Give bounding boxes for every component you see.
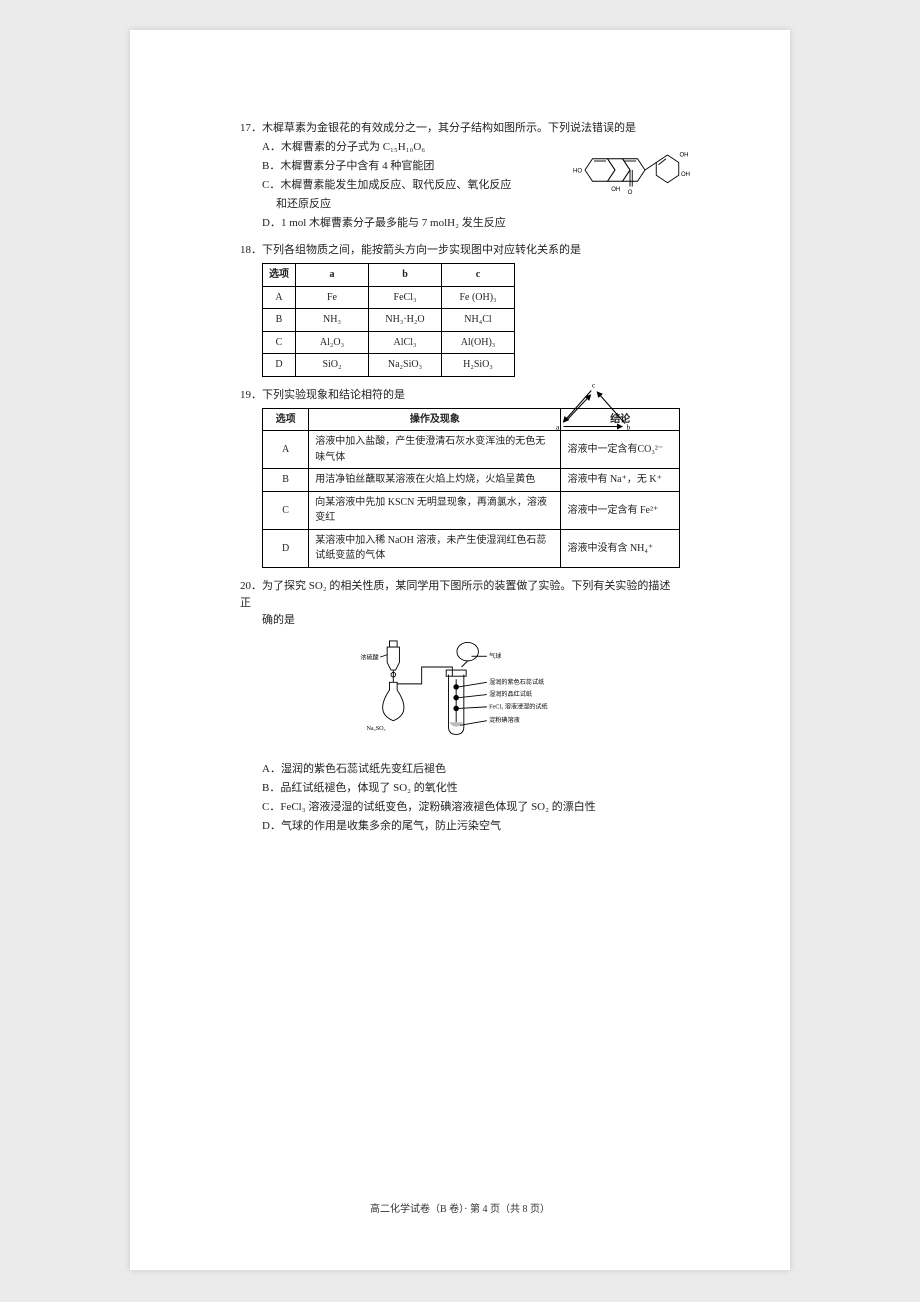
q20-opt-d: D．气球的作用是收集多余的尾气，防止污染空气 — [262, 818, 680, 835]
q17-opt-d: D．1 mol 木樨曹素分子最多能与 7 molH₂ 发生反应 — [262, 215, 680, 232]
q20-opt-c: C．FeCl₃ 溶液浸湿的试纸变色，淀粉碘溶液褪色体现了 SO₂ 的漂白性 — [262, 799, 680, 816]
td: C — [263, 491, 309, 529]
q20-options: A．湿润的紫色石蕊试纸先变红后褪色 B．品红试纸褪色，体现了 SO₂ 的氧化性 … — [262, 761, 680, 835]
td: Na₂SiO₃ — [369, 354, 442, 377]
th: c — [442, 264, 515, 287]
td: D — [263, 354, 296, 377]
td: NH₃ — [296, 309, 369, 332]
lbl-strip1: 湿润的紫色石蕊试纸 — [489, 678, 544, 686]
q18-table: 选项 a b c A Fe FeCl₃ Fe (OH)₃ B NH₃ NH₃·H… — [262, 263, 515, 377]
q17-number: 17． — [240, 122, 262, 134]
lbl-oh2: OH — [681, 172, 690, 178]
q19-text: 下列实验现象和结论相符的是 — [262, 389, 405, 401]
q20-figure-wrap: 浓硫酸 Na₂SO₃ 气球 湿润的紫色石蕊试纸 湿润的品红试纸 FeCl₃ 溶液… — [240, 635, 680, 751]
q20-number: 20． — [240, 580, 262, 592]
content-column: 17．木樨草素为金银花的有效成分之一，其分子结构如图所示。下列说法错误的是 A．… — [240, 120, 680, 845]
q17-text: 木樨草素为金银花的有效成分之一，其分子结构如图所示。下列说法错误的是 — [262, 122, 636, 134]
page-footer: 高二化学试卷（B 卷）· 第 4 页（共 8 页） — [130, 1200, 790, 1215]
table-row: D 某溶液中加入稀 NaOH 溶液，未产生使湿润红色石蕊试纸变蓝的气体 溶液中没… — [263, 529, 680, 567]
td: 用洁净铂丝蘸取某溶液在火焰上灼烧，火焰呈黄色 — [309, 469, 561, 492]
q18-stem: 18．下列各组物质之间，能按箭头方向一步实现图中对应转化关系的是 — [240, 242, 680, 259]
lbl-o: O — [628, 190, 633, 196]
td: 溶液中加入盐酸，产生使澄清石灰水变浑浊的无色无味气体 — [309, 431, 561, 469]
th: 选项 — [263, 408, 309, 431]
td: 某溶液中加入稀 NaOH 溶液，未产生使湿润红色石蕊试纸变蓝的气体 — [309, 529, 561, 567]
question-17: 17．木樨草素为金银花的有效成分之一，其分子结构如图所示。下列说法错误的是 A．… — [240, 120, 680, 232]
q18-number: 18． — [240, 244, 262, 256]
q17-stem: 17．木樨草素为金银花的有效成分之一，其分子结构如图所示。下列说法错误的是 — [240, 120, 680, 137]
td: 溶液中没有含 NH₄⁺ — [561, 529, 680, 567]
table-row: A Fe FeCl₃ Fe (OH)₃ — [263, 286, 515, 309]
td: 向某溶液中先加 KSCN 无明显现象，再滴氯水，溶液变红 — [309, 491, 561, 529]
td: NH₄Cl — [442, 309, 515, 332]
tri-c: c — [592, 381, 596, 390]
q17-structure-figure: HO OH O OH OH — [570, 140, 690, 200]
lbl-acid: 浓硫酸 — [360, 653, 378, 661]
td: D — [263, 529, 309, 567]
lbl-strip2: 湿润的品红试纸 — [489, 690, 532, 698]
th: b — [369, 264, 442, 287]
td: Fe — [296, 286, 369, 309]
q20-opt-a: A．湿润的紫色石蕊试纸先变红后褪色 — [262, 761, 680, 778]
td: NH₃·H₂O — [369, 309, 442, 332]
lbl-ho: HO — [573, 168, 582, 174]
th: 操作及现象 — [309, 408, 561, 431]
td: Al₂O₃ — [296, 331, 369, 354]
table-row: B 用洁净铂丝蘸取某溶液在火焰上灼烧，火焰呈黄色 溶液中有 Na⁺，无 K⁺ — [263, 469, 680, 492]
td: Fe (OH)₃ — [442, 286, 515, 309]
lbl-strip4: 淀粉碘溶液 — [489, 716, 520, 724]
th: a — [296, 264, 369, 287]
td: Al(OH)₃ — [442, 331, 515, 354]
td: AlCl₃ — [369, 331, 442, 354]
lbl-strip3: FeCl₃ 溶液浸湿的试纸 — [489, 702, 547, 710]
table-row: B NH₃ NH₃·H₂O NH₄Cl — [263, 309, 515, 332]
tri-b: b — [627, 423, 631, 432]
lbl-oh3: OH — [611, 187, 620, 193]
table-row: D SiO₂ Na₂SiO₃ H₂SiO₃ — [263, 354, 515, 377]
table-row: C 向某溶液中先加 KSCN 无明显现象，再滴氯水，溶液变红 溶液中一定含有 F… — [263, 491, 680, 529]
q19-number: 19． — [240, 389, 262, 401]
td: 溶液中一定含有 Fe²⁺ — [561, 491, 680, 529]
td: FeCl₃ — [369, 286, 442, 309]
tri-a: a — [556, 423, 560, 432]
td: A — [263, 431, 309, 469]
question-18: 18．下列各组物质之间，能按箭头方向一步实现图中对应转化关系的是 选项 a b … — [240, 242, 680, 377]
q20-text1: 为了探究 SO₂ 的相关性质，某同学用下图所示的装置做了实验。下列有关实验的描述… — [240, 580, 670, 609]
td: B — [263, 309, 296, 332]
q18-triangle-figure: a b c — [550, 380, 640, 440]
lbl-flask: Na₂SO₃ — [366, 726, 385, 732]
td: SiO₂ — [296, 354, 369, 377]
td: H₂SiO₃ — [442, 354, 515, 377]
exam-page: 17．木樨草素为金银花的有效成分之一，其分子结构如图所示。下列说法错误的是 A．… — [130, 30, 790, 1270]
table-row: 选项 a b c — [263, 264, 515, 287]
lbl-balloon: 气球 — [489, 652, 501, 660]
q20-opt-b: B．品红试纸褪色，体现了 SO₂ 的氧化性 — [262, 780, 680, 797]
q20-stem2: 确的是 — [262, 612, 680, 629]
table-row: C Al₂O₃ AlCl₃ Al(OH)₃ — [263, 331, 515, 354]
td: C — [263, 331, 296, 354]
td: B — [263, 469, 309, 492]
lbl-oh1: OH — [680, 153, 689, 159]
td: A — [263, 286, 296, 309]
td: 溶液中有 Na⁺，无 K⁺ — [561, 469, 680, 492]
th: 选项 — [263, 264, 296, 287]
q18-text: 下列各组物质之间，能按箭头方向一步实现图中对应转化关系的是 — [262, 244, 581, 256]
q20-apparatus-figure: 浓硫酸 Na₂SO₃ 气球 湿润的紫色石蕊试纸 湿润的品红试纸 FeCl₃ 溶液… — [345, 635, 575, 745]
q20-stem: 20．为了探究 SO₂ 的相关性质，某同学用下图所示的装置做了实验。下列有关实验… — [240, 578, 680, 612]
question-20: 20．为了探究 SO₂ 的相关性质，某同学用下图所示的装置做了实验。下列有关实验… — [240, 578, 680, 835]
